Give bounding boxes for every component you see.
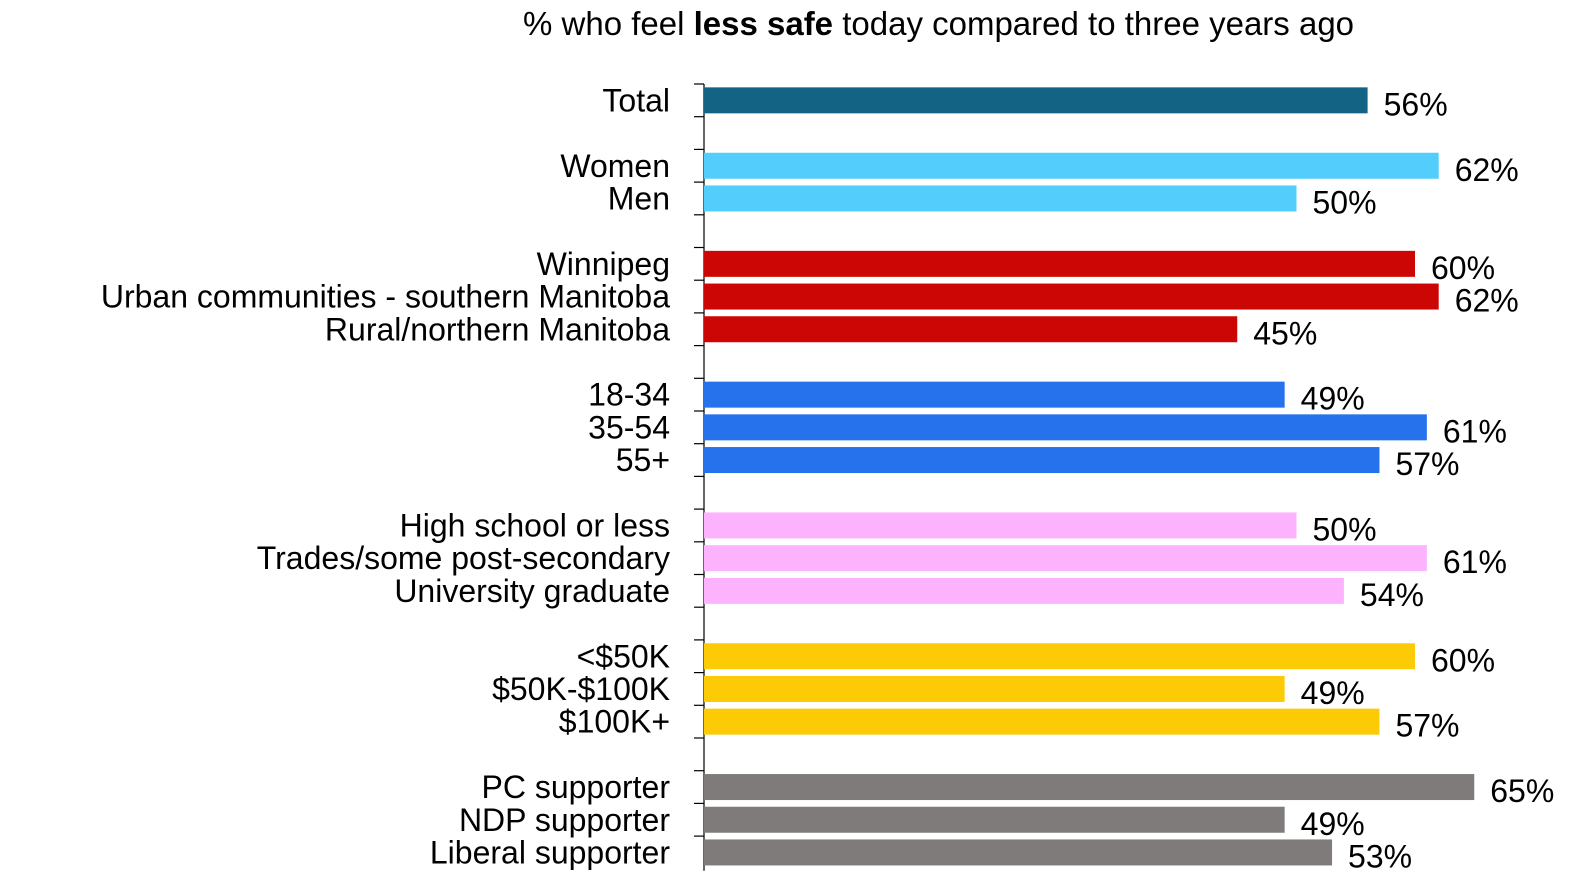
chart-bars <box>704 87 1475 866</box>
bar <box>704 316 1238 343</box>
category-label: University graduate <box>394 573 670 609</box>
bar <box>704 577 1344 604</box>
value-label: 45% <box>1253 315 1317 351</box>
bar <box>704 839 1333 866</box>
value-labels: 56%62%50%60%62%45%49%61%57%50%61%54%60%4… <box>1253 86 1554 874</box>
value-label: 57% <box>1395 446 1459 482</box>
value-label: 49% <box>1301 806 1365 842</box>
bar <box>704 512 1297 539</box>
value-label: 62% <box>1455 283 1519 319</box>
title-emphasis: less safe <box>693 5 834 42</box>
value-label: 65% <box>1490 773 1554 809</box>
bar <box>704 774 1475 801</box>
title-suffix: today compared to three years ago <box>833 5 1355 42</box>
category-label: $50K-$100K <box>492 671 670 707</box>
bar <box>704 545 1427 572</box>
category-label: NDP supporter <box>459 802 670 838</box>
value-label: 61% <box>1443 413 1507 449</box>
value-label: 49% <box>1301 381 1365 417</box>
bar <box>704 414 1427 441</box>
category-label: $100K+ <box>559 704 670 740</box>
value-label: 49% <box>1301 675 1365 711</box>
category-label: 18-34 <box>588 377 670 413</box>
category-label: High school or less <box>400 507 670 543</box>
chart-axis <box>694 83 705 871</box>
category-label: PC supporter <box>481 769 670 805</box>
value-label: 62% <box>1455 152 1519 188</box>
value-label: 50% <box>1313 184 1377 220</box>
bar <box>704 283 1439 310</box>
bar <box>704 152 1439 179</box>
value-label: 53% <box>1348 838 1412 874</box>
category-label: Liberal supporter <box>430 834 670 870</box>
bar <box>704 806 1285 833</box>
title-prefix: % who feel <box>523 5 694 42</box>
bar <box>704 643 1415 670</box>
bar <box>704 185 1297 212</box>
category-label: Trades/some post-secondary <box>257 540 670 576</box>
value-label: 54% <box>1360 577 1424 613</box>
chart-title-text: % who feel less safe today compared to t… <box>523 4 1354 44</box>
value-label: 60% <box>1431 642 1495 678</box>
category-label: Rural/northern Manitoba <box>325 311 670 347</box>
value-label: 61% <box>1443 544 1507 580</box>
value-label: 50% <box>1313 511 1377 547</box>
category-label: Men <box>608 180 670 216</box>
category-label: 55+ <box>616 442 670 478</box>
bar <box>704 381 1285 408</box>
value-label: 56% <box>1384 86 1448 122</box>
category-label: 35-54 <box>588 409 670 445</box>
bar <box>704 447 1380 474</box>
category-label: <$50K <box>577 638 670 674</box>
bar <box>704 87 1368 114</box>
bar <box>704 675 1285 702</box>
category-label: Total <box>602 82 670 118</box>
category-label: Winnipeg <box>537 246 670 282</box>
value-label: 60% <box>1431 250 1495 286</box>
bar <box>704 250 1415 277</box>
value-label: 57% <box>1395 708 1459 744</box>
bar <box>704 708 1380 735</box>
category-label: Urban communities - southern Manitoba <box>101 279 670 315</box>
category-label: Women <box>560 148 670 184</box>
